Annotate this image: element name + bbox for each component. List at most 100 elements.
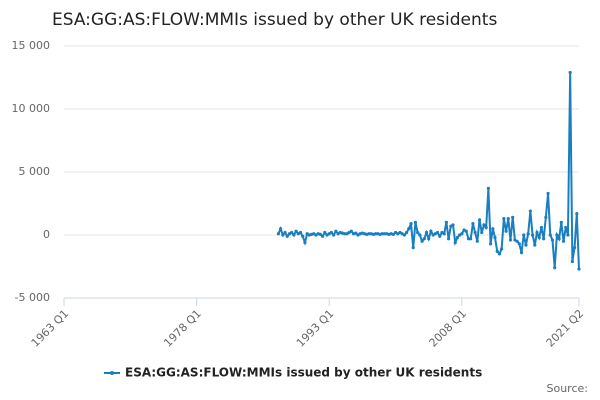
data-point [407,227,411,231]
data-point [535,230,539,235]
data-point [575,211,579,216]
data-point [539,225,544,230]
data-point [420,239,424,243]
data-point [292,233,296,237]
data-point [343,232,347,236]
data-point [429,229,433,233]
data-point [404,230,409,235]
data-point [572,246,577,250]
data-point [524,243,528,247]
data-point [279,227,283,231]
data-point [482,223,486,227]
data-point [544,215,548,219]
data-point [354,231,358,235]
data-point [484,225,488,230]
data-point [517,242,521,246]
data-point [451,223,455,227]
data-point [471,222,475,226]
y-tick-label: 0 [43,228,50,241]
data-point [566,233,570,237]
data-point [460,232,464,236]
data-point [276,232,280,236]
data-point [294,229,298,233]
data-point [542,237,546,241]
data-point [281,233,285,237]
data-point [427,237,431,241]
data-point [548,233,552,237]
data-point [564,225,568,230]
data-point [486,186,490,190]
x-tick-label: 2008 Q1 [427,307,470,350]
data-point [526,232,530,236]
data-point [380,232,384,236]
data-point [555,233,559,237]
data-point [519,251,524,255]
data-point [411,246,415,250]
data-point [495,249,499,253]
data-point [553,266,557,270]
data-point [508,238,513,242]
data-point [522,233,526,237]
data-point [559,220,563,224]
data-point [413,220,418,224]
data-point [349,229,353,233]
data-point [473,230,477,235]
data-point [453,240,457,245]
data-point [500,247,504,251]
legend-label: ESA:GG:AS:FLOW:MMIs issued by other UK r… [125,366,482,380]
data-point [537,235,541,240]
data-point [303,240,307,245]
y-tick-label: 10 000 [12,102,51,115]
data-point [469,237,473,241]
data-point [409,222,413,226]
data-point [546,191,550,196]
data-point [455,235,460,240]
data-point [477,218,482,222]
data-point [438,234,442,238]
y-tick-label: -5 000 [15,291,50,304]
data-point [530,233,535,237]
data-point [550,238,555,242]
data-point [528,209,532,213]
data-point [374,232,378,236]
data-point [416,230,420,235]
data-point [391,232,395,236]
data-point [511,215,515,219]
chart-title: ESA:GG:AS:FLOW:MMIs issued by other UK r… [52,10,497,30]
x-tick-label: 1978 Q1 [161,307,204,350]
data-point [422,237,426,241]
data-point [446,237,451,241]
y-tick-label: 5 000 [19,165,51,178]
data-point [290,230,294,235]
x-tick-label: 2021 Q2 [544,307,587,350]
data-point [301,234,305,238]
data-point [444,220,448,224]
y-tick-label: 15 000 [12,39,51,52]
data-point [475,239,479,243]
source: Source: [547,382,589,395]
data-point [435,230,440,235]
data-point [568,70,572,75]
data-point [402,233,406,237]
data-point [493,235,497,240]
data-point [557,237,561,241]
data-point [382,232,387,236]
data-point [533,243,537,247]
data-point [318,232,322,236]
data-point [515,239,519,243]
data-point [283,230,287,235]
data-point [506,217,510,221]
data-point [491,227,495,231]
legend-marker [110,371,114,375]
data-point [424,230,429,235]
x-tick-label: 1963 Q1 [29,307,72,350]
data-point [464,229,468,233]
data-point [497,252,502,256]
data-point [334,229,338,233]
data-point [285,234,289,238]
data-point [504,229,508,233]
data-point [418,233,422,237]
data-point [561,239,566,243]
data-point [323,230,327,235]
data-point [577,267,581,271]
